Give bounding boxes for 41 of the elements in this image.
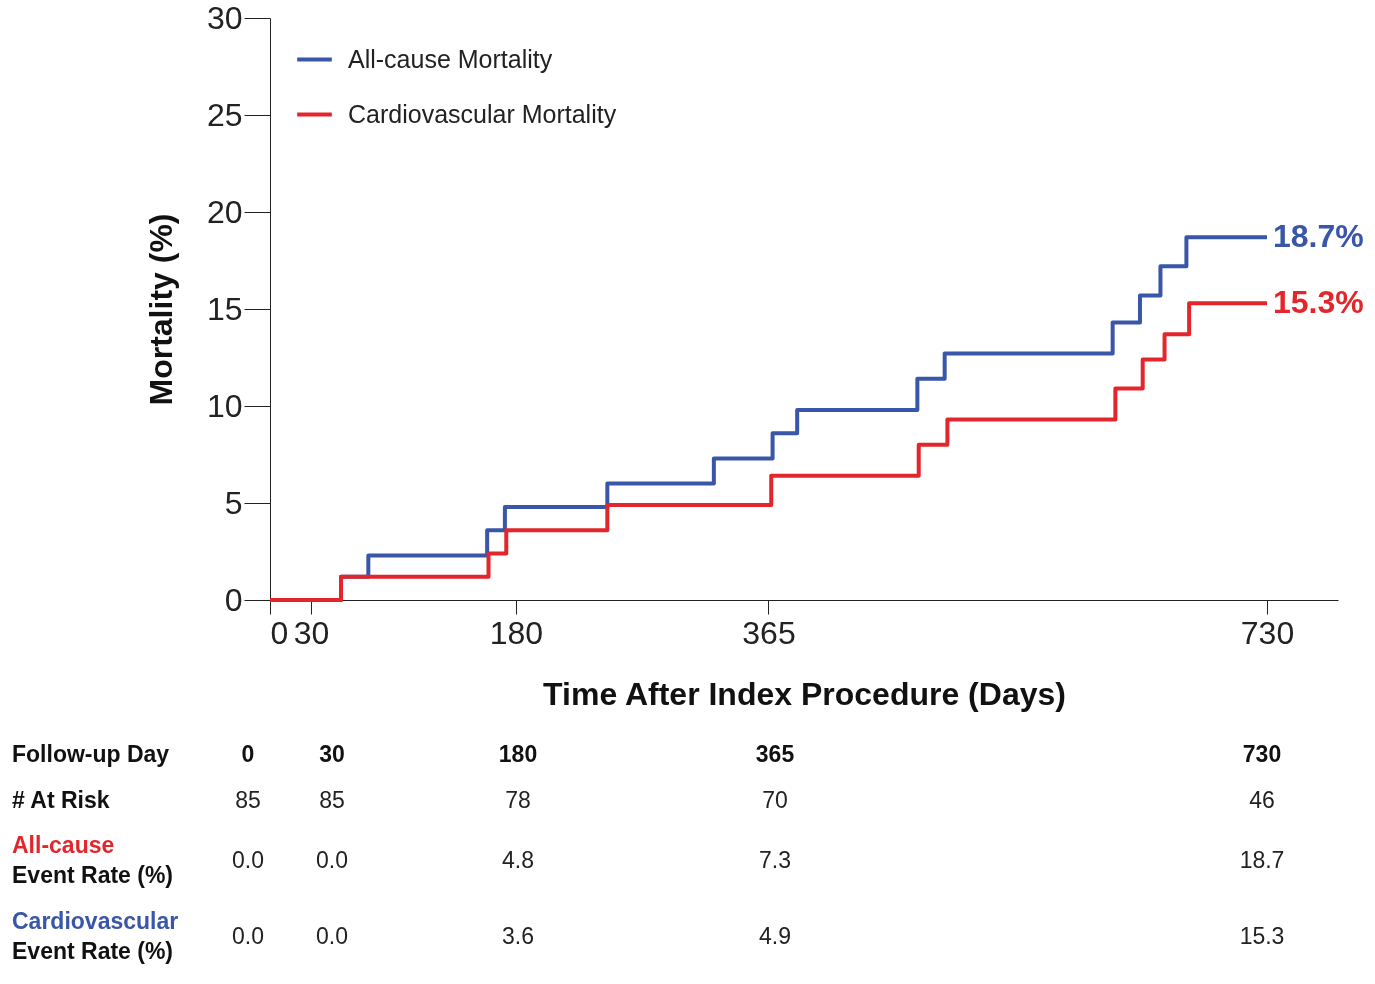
data-label: 7.3 xyxy=(759,847,791,873)
legend-label: All-cause Mortality xyxy=(348,44,553,73)
y-tick-label: 10 xyxy=(206,387,243,424)
data-label: 0.0 xyxy=(232,923,264,949)
x-tick-label: 365 xyxy=(742,614,796,651)
legend-label: All-cause Event Rate (%) xyxy=(12,832,174,888)
category-label: 30 xyxy=(319,741,345,767)
legend-label: Cardiovascular Event Rate (%) xyxy=(12,908,179,964)
data-label: 0.0 xyxy=(316,847,348,873)
data-label: 4.9 xyxy=(759,923,791,949)
data-label: 46 xyxy=(1249,787,1275,813)
data-label: 15.3% xyxy=(1272,284,1364,321)
y-tick-label: 0 xyxy=(224,581,243,618)
text: Follow-up Day xyxy=(12,741,170,767)
data-label: 70 xyxy=(762,787,788,813)
category-label: 730 xyxy=(1242,741,1282,767)
x-tick-label: 30 xyxy=(293,614,330,651)
x-tick-label: 730 xyxy=(1240,614,1295,651)
data-label: 0.0 xyxy=(232,847,264,873)
y-tick-label: 15 xyxy=(206,290,243,327)
y-tick-label: 30 xyxy=(206,0,243,36)
data-label: 85 xyxy=(235,787,261,813)
data-label: 78 xyxy=(505,787,531,813)
data-label: 15.3 xyxy=(1239,923,1285,949)
category-label: 180 xyxy=(498,741,538,767)
y-tick-label: 5 xyxy=(224,484,243,521)
legend-label: Cardiovascular Mortality xyxy=(348,99,617,128)
data-label: 3.6 xyxy=(502,923,534,949)
data-label: 18.7 xyxy=(1239,847,1285,873)
data-label: 18.7% xyxy=(1272,218,1364,255)
y-tick-label: 25 xyxy=(206,96,243,133)
text: # At Risk xyxy=(12,787,110,813)
y-tick-label: 20 xyxy=(206,193,243,230)
data-label: 85 xyxy=(319,787,345,813)
x-axis-title: Time After Index Procedure (Days) xyxy=(543,675,1066,712)
data-label: 0.0 xyxy=(316,923,348,949)
y-axis-title: Mortality (%) xyxy=(142,213,179,406)
data-label: 4.8 xyxy=(502,847,534,873)
x-tick-label: 0 xyxy=(270,614,289,651)
x-tick-label: 180 xyxy=(489,614,544,651)
category-label: 365 xyxy=(755,741,795,767)
